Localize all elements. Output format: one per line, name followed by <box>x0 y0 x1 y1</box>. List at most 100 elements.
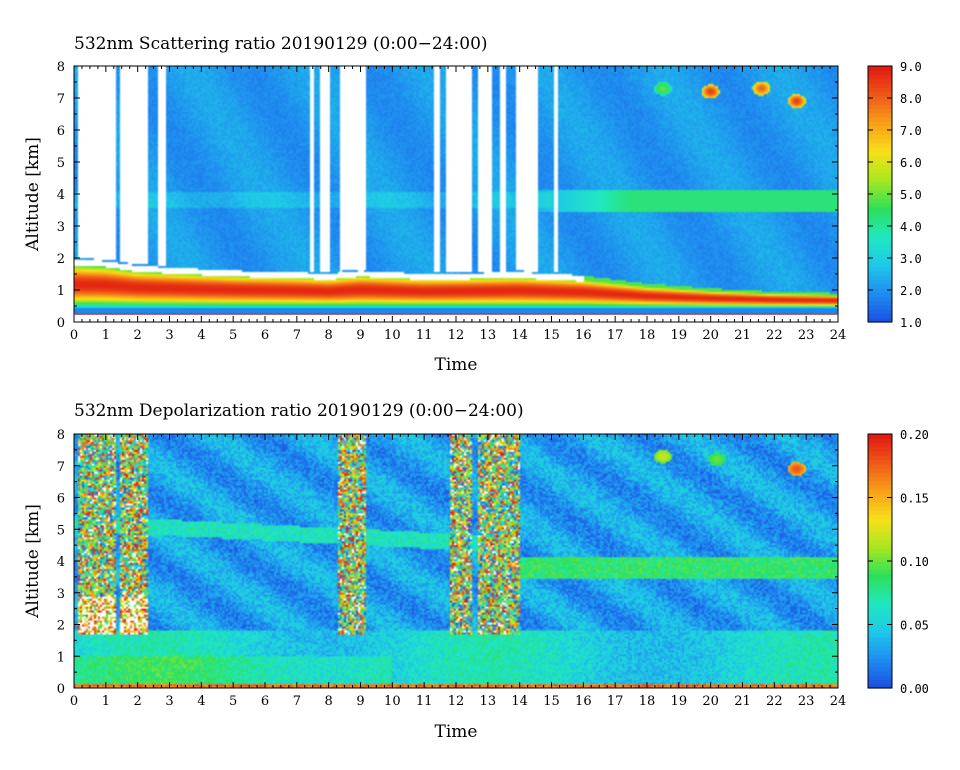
x-tick-label: 16 <box>575 694 592 709</box>
x-tick-label: 17 <box>607 328 624 343</box>
colorbar-swatch <box>868 467 892 473</box>
colorbar-swatch <box>868 599 892 604</box>
x-tick-label: 12 <box>448 328 465 343</box>
x-tick-label: 21 <box>734 328 751 343</box>
x-tick-label: 8 <box>325 328 333 343</box>
colorbar: 0.00 0.05 0.10 0.15 0.20 <box>867 428 929 696</box>
colorbar-swatch <box>868 219 892 225</box>
colorbar-swatch <box>868 632 892 638</box>
colorbar-swatch <box>868 671 892 676</box>
colorbar-swatch <box>868 151 892 157</box>
colorbar-swatch <box>868 258 892 263</box>
colorbar-swatch <box>868 552 892 558</box>
scattering-ratio-panel: 532nm Scattering ratio 20190129 (0:00−24… <box>23 34 922 375</box>
colorbar-swatch <box>868 620 892 626</box>
colorbar-swatch <box>868 125 892 131</box>
colorbar-swatch <box>868 181 892 187</box>
x-tick-label: 7 <box>293 328 301 343</box>
colorbar-swatch <box>868 104 892 110</box>
colorbar-swatch <box>868 624 892 630</box>
colorbar-swatch <box>868 493 892 499</box>
colorbar-swatch <box>868 87 892 93</box>
colorbar-swatch <box>868 78 892 84</box>
colorbar-swatch <box>868 279 892 285</box>
colorbar-tick-label: 1.0 <box>900 316 922 330</box>
colorbar-swatch <box>868 211 892 216</box>
x-tick-label: 18 <box>639 694 656 709</box>
colorbar-swatch <box>868 262 892 268</box>
colorbar-tick-label: 5.0 <box>900 188 922 202</box>
x-tick-label: 8 <box>325 694 333 709</box>
colorbar-tick-label: 7.0 <box>900 124 922 138</box>
colorbar-tick-label: 6.0 <box>900 156 922 170</box>
colorbar-swatch <box>868 270 892 276</box>
y-tick-label: 5 <box>57 156 65 171</box>
colorbar-swatch <box>868 556 892 562</box>
colorbar-swatch <box>868 134 892 140</box>
x-tick-label: 2 <box>134 328 142 343</box>
x-tick-label: 4 <box>197 694 205 709</box>
x-tick-label: 1 <box>102 328 110 343</box>
y-axis-label: Altitude [km] <box>23 137 43 252</box>
colorbar-swatch <box>868 304 892 310</box>
colorbar-swatch <box>868 215 892 221</box>
colorbar-swatch <box>868 185 892 191</box>
chart-title: 532nm Scattering ratio 20190129 (0:00−24… <box>74 34 488 54</box>
colorbar-swatch <box>868 249 892 255</box>
colorbar-swatch <box>868 463 892 469</box>
colorbar-swatch <box>868 544 892 549</box>
colorbar-tick-label: 0.05 <box>900 619 929 633</box>
colorbar-swatch <box>868 535 892 541</box>
colorbar-swatch <box>868 628 892 634</box>
colorbar-swatch <box>868 438 892 444</box>
colorbar-swatch <box>868 108 892 114</box>
colorbar-swatch <box>868 287 892 293</box>
x-tick-label: 15 <box>543 328 560 343</box>
x-tick-label: 3 <box>165 694 173 709</box>
x-tick-label: 16 <box>575 328 592 343</box>
x-tick-label: 0 <box>70 328 78 343</box>
colorbar-swatch <box>868 74 892 80</box>
colorbar-tick-label: 0.10 <box>900 555 929 569</box>
x-tick-label: 9 <box>356 328 364 343</box>
x-tick-label: 7 <box>293 694 301 709</box>
colorbar-tick-label: 0.00 <box>900 682 929 696</box>
x-tick-label: 6 <box>261 694 269 709</box>
y-tick-label: 6 <box>57 124 65 139</box>
y-tick-label: 6 <box>57 492 65 507</box>
x-tick-label: 23 <box>798 328 815 343</box>
colorbar-swatch <box>868 501 892 507</box>
colorbar-swatch <box>868 683 892 689</box>
x-tick-label: 5 <box>229 328 237 343</box>
x-tick-label: 0 <box>70 694 78 709</box>
x-tick-label: 5 <box>229 694 237 709</box>
axes: 0 1 2 3 4 5 6 7 8 9 10 11 12 13 14 15 16 17 18 19 20 21 22 23 24… <box>57 428 847 709</box>
colorbar-swatch <box>868 484 892 490</box>
colorbar-tick-label: 9.0 <box>900 60 922 74</box>
y-tick-label: 4 <box>57 188 65 203</box>
x-tick-label: 15 <box>543 694 560 709</box>
colorbar-swatch <box>868 176 892 182</box>
colorbar-swatch <box>868 95 892 101</box>
y-tick-label: 8 <box>57 428 65 443</box>
colorbar-swatch <box>868 275 892 280</box>
colorbar-swatch <box>868 497 892 503</box>
colorbar-swatch <box>868 446 892 452</box>
colorbar-swatch <box>868 142 892 148</box>
colorbar-swatch <box>868 228 892 233</box>
colorbar-swatch <box>868 611 892 617</box>
y-tick-label: 3 <box>57 220 65 235</box>
x-tick-label: 12 <box>448 694 465 709</box>
colorbar-swatch <box>868 155 892 161</box>
colorbar-swatch <box>868 83 892 88</box>
colorbar-swatch <box>868 300 892 306</box>
colorbar-swatch <box>868 607 892 613</box>
colorbar-swatch <box>868 649 892 655</box>
colorbar-swatch <box>868 522 892 528</box>
colorbar-swatch <box>868 240 892 246</box>
x-tick-label: 13 <box>480 328 497 343</box>
colorbar-swatch <box>868 202 892 208</box>
y-tick-label: 7 <box>57 92 65 107</box>
colorbar-swatch <box>868 577 892 583</box>
